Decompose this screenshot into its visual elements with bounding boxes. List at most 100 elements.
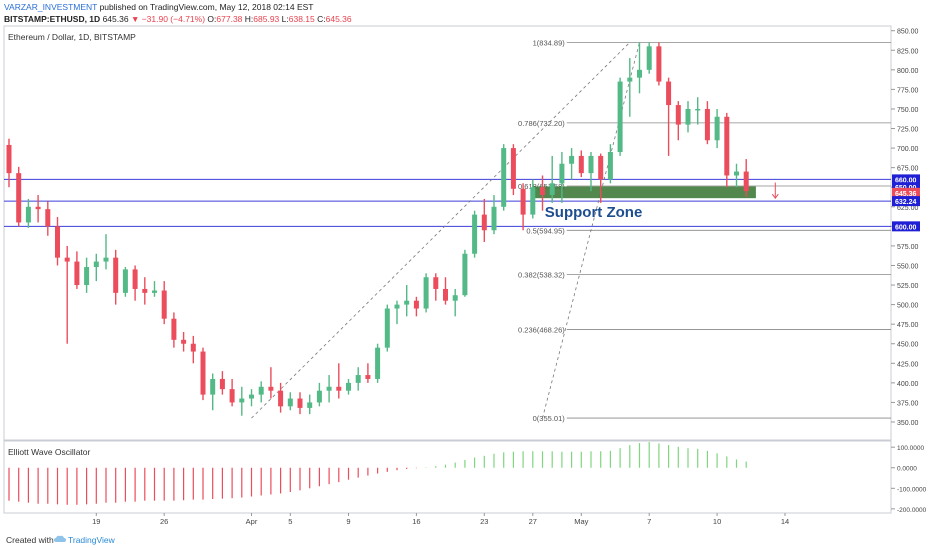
tradingview-cloud-icon	[54, 535, 66, 542]
price-bar-body	[16, 173, 22, 223]
price-bar-body	[452, 295, 458, 301]
price-bar-body	[413, 300, 419, 309]
time-tick-label: 19	[92, 517, 100, 526]
price-bar-body	[501, 148, 507, 207]
price-tick-label: 450.00	[897, 342, 919, 349]
price-bar-body	[25, 206, 31, 223]
price-tick-label: 825.00	[897, 48, 919, 55]
fib-level-label: 0.786(732.20)	[518, 119, 565, 128]
price-bar-body	[607, 152, 613, 180]
down-arrow-head	[771, 193, 779, 200]
price-axis-label-bg	[892, 221, 920, 232]
price-bar-body	[443, 288, 448, 301]
price-bar-body	[152, 290, 157, 293]
price-tick-label: 475.00	[897, 322, 919, 329]
price-bar-body	[491, 206, 497, 231]
created-with-text: Created with	[6, 535, 54, 545]
price-bar-body	[190, 343, 196, 352]
price-bar-body	[646, 46, 652, 70]
price-axis-label-bg	[892, 182, 920, 193]
price-tick-label: 850.00	[897, 29, 919, 36]
price-bar-body	[229, 389, 235, 403]
chart-title: Ethereum / Dollar, 1D, BITSTAMP	[8, 32, 136, 42]
price-tick-label: 350.00	[897, 420, 919, 427]
oscillator-title: Elliott Wave Oscillator	[8, 447, 91, 457]
price-tick-label: 775.00	[897, 87, 919, 94]
price-bar-body	[617, 81, 623, 152]
price-bar-body	[161, 290, 167, 319]
price-bar-body	[200, 351, 206, 395]
price-bar-body	[666, 81, 672, 106]
price-tick-label: 550.00	[897, 263, 919, 270]
price-tick-label: 700.00	[897, 146, 919, 153]
price-bar-body	[530, 187, 536, 215]
price-bar-body	[472, 214, 478, 254]
support-zone-label: Support Zone	[545, 204, 643, 221]
oscillator-tick-label: -100.0000	[897, 486, 927, 493]
price-bar-body	[45, 209, 51, 227]
price-bar-body	[258, 386, 264, 395]
horizontal-lines	[4, 178, 891, 227]
fib-level-label: 0.236(468.26)	[518, 325, 565, 334]
price-bar-body	[462, 253, 468, 296]
price-axis-label-bg	[892, 187, 920, 198]
price-bar-body	[637, 69, 642, 78]
price-bar-body	[540, 187, 545, 196]
time-tick-label: 10	[713, 517, 721, 526]
time-axis: 19 26 Apr 5 9 16 23 27 May 7 10 14	[92, 513, 789, 526]
price-bar-body	[181, 339, 187, 344]
price-bar-body	[481, 214, 487, 231]
footer: Created with TradingView	[0, 530, 932, 550]
price-bar-body	[588, 155, 594, 174]
price-bar-body	[375, 347, 381, 379]
support-zone-rect	[532, 186, 756, 199]
price-bar-body	[74, 261, 80, 286]
price-tick-label: 725.00	[897, 127, 919, 134]
price-bar-body	[64, 257, 70, 262]
price-axis-label-text: 660.00	[895, 177, 917, 184]
price-bar-body	[113, 257, 119, 293]
price-bar-body	[346, 382, 351, 391]
last-price: 645.36	[102, 14, 129, 24]
price-bar-body	[239, 398, 245, 403]
price-bar-body	[724, 116, 730, 176]
price-change: ▼ −31.90 (−4.71%)	[130, 14, 206, 24]
price-axis-label-text: 645.36	[895, 191, 917, 198]
price-bar-body	[355, 375, 361, 383]
price-bar-body	[549, 183, 555, 196]
price-bar-body	[578, 155, 584, 174]
price-tick-label: 500.00	[897, 303, 919, 310]
time-tick-label: 14	[781, 517, 789, 526]
price-bar-body	[656, 46, 662, 82]
time-tick-label: 5	[288, 517, 292, 526]
price-bar-body	[569, 155, 575, 164]
price-tick-label: 575.00	[897, 244, 919, 251]
price-bar-body	[433, 277, 439, 289]
ohlc-o: 677.38	[216, 14, 243, 24]
oscillator-axis: 100.0000 0.0000 -100.0000 -200.0000	[891, 445, 927, 514]
published-text: published on TradingView.com, May 12, 20…	[99, 2, 314, 12]
ohlc-l: 638.15	[288, 14, 315, 24]
price-bar-body	[695, 108, 701, 111]
price-bars	[6, 42, 749, 416]
fib-level-label: 0.5(594.95)	[526, 226, 565, 235]
price-bar-body	[55, 226, 60, 258]
price-bar-body	[559, 163, 565, 184]
price-bar-body	[714, 116, 720, 141]
price-bar-body	[35, 206, 41, 210]
tradingview-brand[interactable]: TradingView	[68, 535, 115, 545]
author-link[interactable]: VARZAR_INVESTMENT	[4, 2, 98, 12]
price-axis-label-bg	[892, 174, 920, 185]
price-bar-body	[520, 188, 526, 215]
fib-retracement: 1(834.89)0.786(732.20)0.618(651.58)0.5(5…	[518, 39, 891, 423]
price-bar-body	[210, 378, 216, 395]
price-bar-body	[142, 288, 148, 293]
chart-header: VARZAR_INVESTMENT published on TradingVi…	[0, 0, 932, 26]
price-bar-body	[423, 277, 429, 309]
support-zone-group: Support Zone	[532, 186, 756, 221]
price-bar-body	[287, 398, 293, 407]
price-bar-body	[404, 300, 410, 305]
price-tick-label: 375.00	[897, 400, 919, 407]
